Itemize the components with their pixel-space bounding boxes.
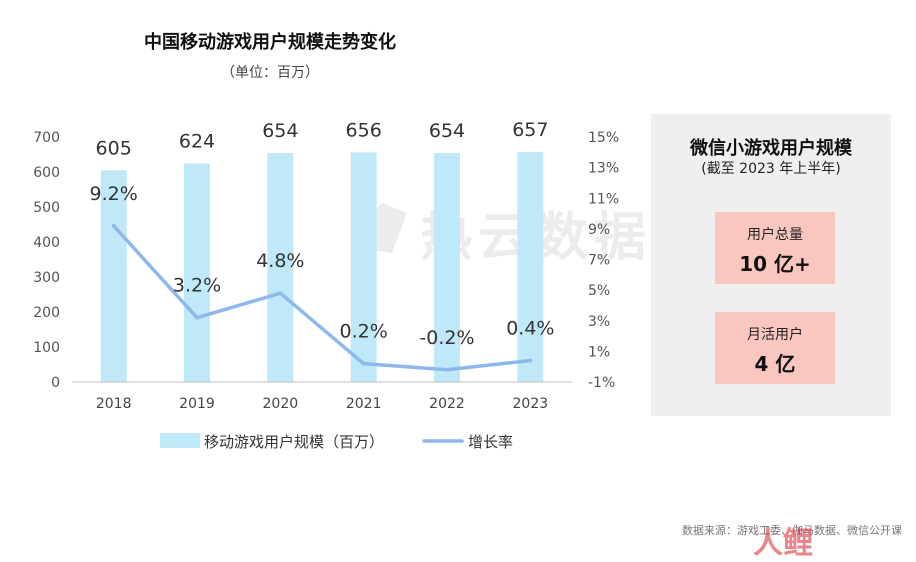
stat-box-monthly-active: 月活用户 4 亿 — [715, 312, 835, 384]
y-left-tick-label: 200 — [33, 305, 60, 321]
legend-bar-swatch — [160, 433, 200, 448]
stat-label: 月活用户 — [747, 327, 803, 343]
legend-line-label: 增长率 — [468, 433, 513, 451]
y-left-tick-label: 300 — [33, 270, 60, 286]
legend-bar-label: 移动游戏用户规模（百万） — [204, 433, 384, 451]
bar — [434, 153, 460, 382]
growth-rate-point — [278, 291, 283, 295]
growth-rate-point — [195, 315, 199, 320]
y-right-tick-label: -1% — [588, 375, 615, 391]
stat-box-total-users: 用户总量 10 亿+ — [715, 212, 835, 284]
growth-rate-label: 4.8% — [256, 250, 304, 272]
y-left-tick-label: 0 — [51, 375, 60, 391]
y-left-tick-label: 400 — [33, 235, 60, 251]
chart-title: 中国移动游戏用户规模走势变化 — [144, 32, 396, 53]
growth-rate-label: 0.2% — [340, 321, 388, 343]
x-tick-label: 2021 — [346, 396, 382, 412]
bar-value-label: 656 — [346, 119, 382, 141]
bar — [184, 163, 210, 382]
y-right-tick-label: 7% — [588, 253, 610, 269]
y-right-tick-label: 11% — [588, 191, 619, 207]
y-right-tick-label: 15% — [588, 130, 619, 146]
y-left-tick-label: 600 — [33, 165, 60, 181]
growth-rate-line — [111, 224, 533, 372]
y-right-tick-label: 9% — [588, 222, 610, 238]
growth-rate-label: 0.4% — [506, 318, 554, 340]
chart-subtitle: （单位：百万） — [221, 65, 319, 81]
growth-rate-point — [361, 361, 366, 366]
bar-value-label: 654 — [262, 120, 298, 142]
y-left-tick-label: 100 — [33, 340, 60, 356]
y-right-tick-label: 5% — [588, 283, 610, 299]
growth-rate-label: 3.2% — [173, 275, 221, 297]
x-tick-label: 2022 — [429, 396, 465, 412]
y-left-tick-label: 700 — [33, 130, 60, 146]
x-tick-label: 2019 — [179, 396, 215, 412]
corner-logo: 人鲤 — [753, 526, 813, 561]
growth-rate-point — [445, 367, 449, 372]
stat-value: 4 亿 — [754, 352, 796, 376]
growth-rate-label: -0.2% — [419, 327, 474, 349]
stat-label: 用户总量 — [747, 227, 803, 243]
x-tick-label: 2018 — [96, 396, 132, 412]
stat-value: 10 亿+ — [739, 252, 811, 276]
bar — [267, 153, 294, 382]
bar — [517, 152, 544, 382]
bar — [350, 152, 377, 382]
y-right-tick-label: 1% — [588, 344, 610, 360]
bar-value-label: 605 — [96, 137, 132, 159]
y-right-tick-label: 3% — [588, 314, 610, 330]
bar-value-label: 657 — [512, 119, 548, 141]
chart: 0 100 200 300 400 500 600 700 -1% 1% 3% 5% 7% 9% 11% 13… — [33, 119, 619, 451]
growth-rate-point — [111, 224, 116, 228]
side-panel-title: 微信小游戏用户规模 — [690, 138, 852, 159]
bar — [100, 170, 127, 382]
y-left-tick-label: 500 — [33, 200, 60, 216]
side-panel-subtitle: (截至 2023 年上半年) — [701, 161, 841, 177]
growth-rate-label: 9.2% — [90, 183, 138, 205]
side-panel: 微信小游戏用户规模 (截至 2023 年上半年) 用户总量 10 亿+ 月活用户… — [651, 114, 891, 416]
data-source-note: 数据来源：游戏工委、伽马数据、微信公开课 — [682, 524, 902, 537]
x-tick-label: 2020 — [263, 396, 299, 412]
bar-value-label: 654 — [429, 120, 465, 142]
bar-value-label: 624 — [179, 131, 215, 153]
growth-rate-point — [528, 358, 533, 363]
x-tick-label: 2023 — [513, 396, 549, 412]
y-right-tick-label: 13% — [588, 161, 619, 177]
